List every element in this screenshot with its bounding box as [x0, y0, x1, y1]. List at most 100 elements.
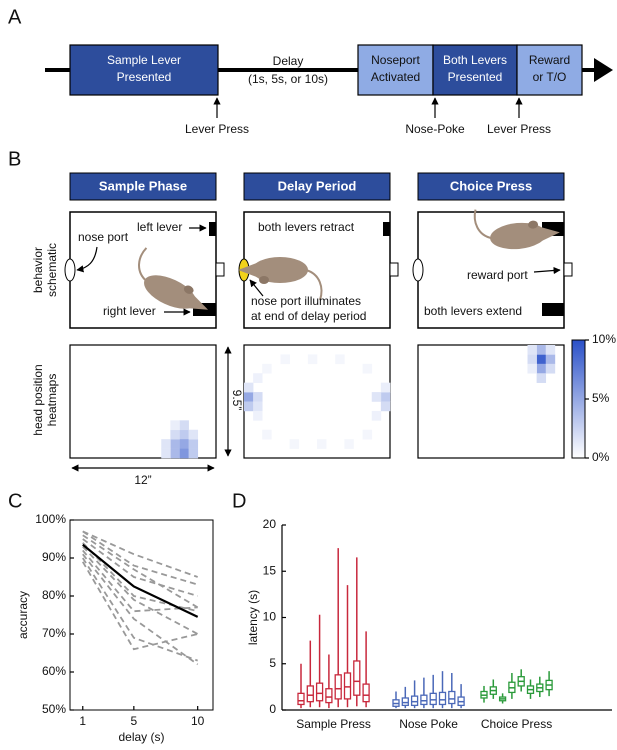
line-series — [82, 538, 198, 597]
box — [401, 697, 409, 707]
heatmap-cell — [262, 429, 272, 440]
stage-text: Activated — [371, 70, 420, 84]
heatmap-cell — [253, 392, 263, 402]
dimension: 9.5” — [230, 390, 244, 411]
stage-text: Noseport — [371, 53, 420, 67]
line-series — [82, 530, 198, 578]
y-tick-label: 5 — [269, 656, 276, 670]
heatmap-cell — [536, 354, 547, 365]
phase-header — [417, 172, 565, 201]
heatmap-cell — [307, 354, 318, 365]
heatmap-cell — [371, 410, 382, 421]
nose-port — [412, 258, 424, 282]
heatmap-cell — [371, 392, 382, 402]
stage-text: Presented — [448, 70, 503, 84]
y-tick-label: 50% — [42, 702, 66, 716]
y-tick-label: 80% — [42, 588, 66, 602]
box — [297, 692, 305, 706]
y-axis-label-text: latency (s) — [246, 590, 260, 645]
rat-ear — [183, 285, 194, 294]
line-series — [82, 542, 198, 613]
arrow — [533, 266, 561, 275]
panel-label: A — [8, 6, 22, 28]
y-tick-label: 60% — [42, 664, 66, 678]
annotation: nose port illuminates — [251, 294, 361, 308]
heatmap-cell — [317, 439, 327, 449]
line-series — [82, 549, 198, 613]
rat — [473, 209, 560, 250]
colorbar — [571, 339, 586, 459]
annotation: at end of delay period — [251, 309, 366, 323]
rat-tail — [305, 269, 323, 301]
rat-head — [535, 225, 560, 244]
x-tick-label: Nose Poke — [399, 717, 458, 731]
reward-port — [215, 262, 225, 277]
rat-ear — [259, 276, 269, 284]
heatmap-cell — [545, 345, 556, 355]
heatmap-cell — [188, 448, 199, 459]
row-label-text: head position — [31, 364, 45, 435]
plot-frame — [69, 519, 214, 711]
x-tick-label: 5 — [130, 714, 137, 728]
heatmap-cell — [253, 373, 263, 383]
rat-head — [238, 261, 262, 279]
rat-body — [144, 275, 196, 309]
delay-label: Delay — [273, 54, 304, 68]
annotation: reward port — [467, 268, 528, 282]
line-series — [82, 543, 199, 618]
heatmap-cell — [253, 410, 263, 421]
heatmap-cell — [536, 373, 547, 383]
nose-port — [64, 258, 76, 282]
heatmap-cell — [536, 345, 547, 355]
heatmap-cell — [527, 345, 537, 355]
delay-options: (1s, 5s, or 10s) — [248, 72, 328, 86]
heatmap-cell — [380, 401, 391, 412]
stage-box — [357, 44, 434, 96]
y-axis-label: accuracy — [16, 591, 30, 639]
heatmap-cell — [527, 354, 537, 365]
row-label-text: behavior — [31, 247, 45, 293]
heatmap-cell — [244, 401, 254, 412]
line-series — [82, 553, 199, 666]
box — [410, 695, 419, 707]
box — [334, 674, 342, 700]
dimension-text: 12” — [134, 473, 151, 487]
y-tick-label: 100% — [35, 512, 66, 526]
line-series — [82, 557, 198, 662]
annotation: both levers retract — [258, 220, 355, 234]
event-label: Lever Press — [487, 122, 551, 136]
row-label-text: schematic — [45, 243, 59, 297]
annotation: right lever — [103, 304, 156, 318]
heatmap-cell — [188, 429, 199, 440]
row-label-text: heatmaps — [45, 374, 59, 427]
heatmap-cell — [280, 354, 290, 365]
event-label: Lever Press — [185, 122, 249, 136]
heatmap-cell — [335, 354, 345, 365]
arrow — [76, 246, 98, 273]
heatmap-cell — [289, 439, 300, 449]
box — [448, 690, 456, 705]
heatmap-cell — [244, 382, 254, 393]
x-tick-label: Sample Press — [296, 717, 371, 731]
y-tick-label: 70% — [42, 626, 66, 640]
dimension-text: 9.5” — [230, 390, 244, 411]
timeline-arrowhead — [594, 58, 613, 82]
heatmap-cell — [161, 448, 171, 459]
heatmap-cell — [545, 363, 556, 374]
rat — [138, 247, 209, 310]
arrow — [249, 279, 264, 297]
x-tick-label: Choice Press — [481, 717, 552, 731]
stage-box — [69, 44, 219, 96]
box — [343, 672, 352, 700]
line-series — [82, 530, 198, 586]
line-series — [82, 534, 199, 609]
heatmap-cell — [536, 363, 547, 374]
line-series — [81, 561, 198, 651]
panel-label: D — [232, 490, 246, 512]
phase-title: Sample Phase — [99, 178, 187, 193]
lever — [542, 303, 564, 316]
heatmap-cell — [170, 429, 180, 440]
heatmap-cell — [179, 439, 189, 449]
panel-label: C — [8, 490, 22, 512]
